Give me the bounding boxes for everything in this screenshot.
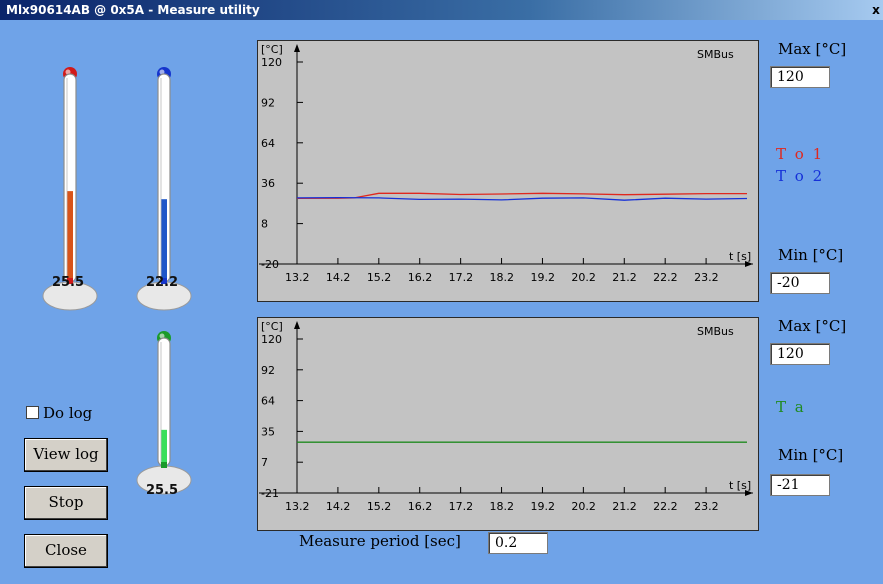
top-chart-x-tick-label: 23.2 <box>694 271 719 284</box>
top-chart-y-tick-label: 92 <box>261 96 275 109</box>
top-chart-series-1 <box>296 196 748 201</box>
top-chart-plot-area <box>257 40 759 302</box>
top-chart-x-tick-label: 21.2 <box>612 271 637 284</box>
top-chart-x-label: t [s] <box>729 250 751 263</box>
thermometer-fill <box>161 199 167 286</box>
measure-period-input[interactable]: 0.2 <box>488 532 548 554</box>
top-chart-x-tick-label: 22.2 <box>653 271 678 284</box>
view-log-button[interactable]: View log <box>24 438 108 472</box>
top-max-label: Max [°C] <box>778 40 847 58</box>
bottom-chart-x-tick-label: 22.2 <box>653 500 678 513</box>
chart-object-temperature: [°C] SMBus t [s] 120 92 64 36 8 -20 13.2 14.2 15.2 1… <box>257 40 759 302</box>
window-title: Mlx90614AB @ 0x5A - Measure utility <box>6 3 260 17</box>
bottom-min-input[interactable]: -21 <box>770 474 830 496</box>
top-chart-y-label: [°C] <box>261 43 283 56</box>
do-log-label: Do log <box>43 404 93 422</box>
stop-button[interactable]: Stop <box>24 486 108 520</box>
top-chart-x-tick-label: 15.2 <box>367 271 392 284</box>
thermometer-to1-value: 25.5 <box>51 275 85 290</box>
bottom-chart-x-tick-label: 16.2 <box>408 500 433 513</box>
legend-ta: T a <box>776 398 806 416</box>
bottom-chart-x-tick-label: 17.2 <box>449 500 474 513</box>
thermometer-fill <box>67 191 73 286</box>
top-chart-x-tick-label: 13.2 <box>285 271 310 284</box>
bottom-chart-x-tick-label: 19.2 <box>530 500 555 513</box>
top-chart-x-tick-label: 20.2 <box>571 271 596 284</box>
bottom-chart-x-arrow <box>745 490 753 496</box>
bottom-chart-y-tick-label: 64 <box>261 395 275 408</box>
legend-to1: T o 1 <box>776 145 825 163</box>
bottom-chart-x-tick-label: 14.2 <box>326 500 351 513</box>
bottom-chart-y-tick-label: 7 <box>261 456 268 469</box>
bottom-chart-x-tick-label: 15.2 <box>367 500 392 513</box>
top-chart-x-tick-label: 14.2 <box>326 271 351 284</box>
bottom-chart-x-tick-label: 23.2 <box>694 500 719 513</box>
bottom-chart-x-tick-label: 13.2 <box>285 500 310 513</box>
legend-to2: T o 2 <box>776 167 825 185</box>
top-chart-y-tick-label: -20 <box>261 258 279 271</box>
bottom-chart-y-tick-label: 92 <box>261 364 275 377</box>
top-chart-source-label: SMBus <box>697 48 734 61</box>
top-min-input[interactable]: -20 <box>770 272 830 294</box>
bottom-chart-y-label: [°C] <box>261 320 283 333</box>
thermometer-graphic-1 <box>136 67 192 311</box>
thermometer-graphic-0 <box>42 67 98 311</box>
top-chart-y-tick-label: 120 <box>261 56 282 69</box>
bottom-chart-y-arrow <box>294 321 300 329</box>
thermometer-to2-value: 22.2 <box>145 275 179 290</box>
checkbox-icon[interactable] <box>26 406 39 419</box>
bottom-chart-plot-area <box>257 317 759 531</box>
thermometer-graphic-2 <box>136 331 192 495</box>
top-chart-y-tick-label: 64 <box>261 137 275 150</box>
do-log-checkbox[interactable]: Do log <box>26 404 92 422</box>
thermometer-to2 <box>134 64 194 314</box>
top-chart-x-arrow <box>745 261 753 267</box>
bottom-min-label: Min [°C] <box>778 446 844 464</box>
bottom-chart-y-tick-label: 120 <box>261 333 282 346</box>
bottom-max-label: Max [°C] <box>778 317 847 335</box>
bottom-chart-x-tick-label: 20.2 <box>571 500 596 513</box>
title-bar: Mlx90614AB @ 0x5A - Measure utility x <box>0 0 883 20</box>
bottom-chart-y-tick-label: 35 <box>261 425 275 438</box>
thermometer-to1 <box>40 64 100 314</box>
close-button[interactable]: Close <box>24 534 108 568</box>
top-chart-x-tick-label: 16.2 <box>408 271 433 284</box>
thermometer-ta-value: 25.5 <box>145 483 179 498</box>
top-min-label: Min [°C] <box>778 246 844 264</box>
top-chart-x-tick-label: 19.2 <box>530 271 555 284</box>
bottom-chart-x-tick-label: 18.2 <box>490 500 515 513</box>
bottom-chart-source-label: SMBus <box>697 325 734 338</box>
top-chart-y-tick-label: 36 <box>261 177 275 190</box>
bottom-max-input[interactable]: 120 <box>770 343 830 365</box>
top-chart-x-tick-label: 17.2 <box>449 271 474 284</box>
top-chart-x-tick-label: 18.2 <box>490 271 515 284</box>
bottom-chart-y-tick-label: -21 <box>261 487 279 500</box>
thermometer-fill <box>161 429 167 470</box>
bottom-chart-x-label: t [s] <box>729 479 751 492</box>
thermometer-ta <box>134 328 194 498</box>
measure-period-label: Measure period [sec] <box>299 532 461 550</box>
top-chart-y-tick-label: 8 <box>261 218 268 231</box>
chart-ambient-temperature: [°C] SMBus t [s] 120 92 64 35 7 -21 13.2 14.2 15.2 1… <box>257 317 759 531</box>
close-icon[interactable]: x <box>872 3 880 17</box>
top-max-input[interactable]: 120 <box>770 66 830 88</box>
top-chart-y-arrow <box>294 44 300 52</box>
bottom-chart-x-tick-label: 21.2 <box>612 500 637 513</box>
client-area: 25.5 22.2 25.5 [°C] SMBus t [s] 120 92 64 36 8 -… <box>0 20 883 584</box>
